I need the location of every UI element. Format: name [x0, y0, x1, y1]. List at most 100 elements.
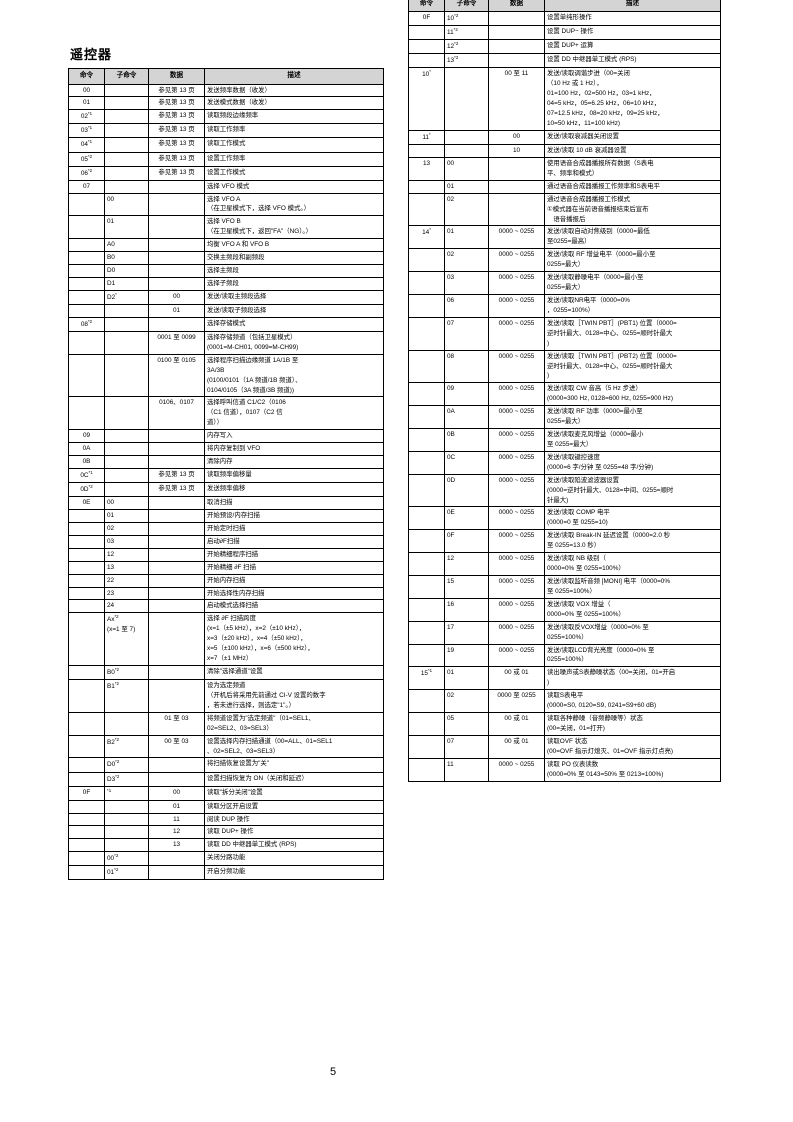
description-line: 读取"拆分关闭"设置 — [207, 788, 263, 796]
cell-command — [68, 599, 105, 614]
description-line: (0000=300 Hz, 0128=600 Hz, 0255=900 Hz) — [547, 395, 673, 403]
cell-description: 启动模式选择扫描 — [204, 599, 384, 614]
cell-command — [408, 620, 445, 645]
cell-command: 0A — [68, 442, 105, 457]
description-line: x=7（±1 MHz） — [207, 655, 253, 663]
table-row: 0001 至 0099 选择存储频道（包括卫星模式） (0001=M-CH01, 0… — [68, 330, 384, 355]
cell-command — [68, 799, 105, 814]
table-row: 01*2 开启分频功能 — [68, 865, 384, 881]
cell-data: 0000 ~ 0255 — [488, 529, 545, 554]
description-line: 读取分区开启设置 — [207, 802, 259, 810]
cell-command: 05*2 — [68, 151, 105, 167]
description-line: 将扫描恢复设置为"关" — [207, 760, 270, 768]
cell-sub-command: 22 — [104, 573, 149, 588]
cell-description: 内存写入 — [204, 429, 384, 444]
cell-command — [68, 396, 105, 431]
table-row: 0B 0000 ~ 0255 发送/读取麦克风增益（0000=最小至 0255=最大… — [408, 428, 721, 452]
cell-sub-command — [104, 442, 149, 457]
cell-command — [68, 303, 105, 318]
cell-description: 发送/读取 CW 音高（5 Hz 步进） (0000=300 Hz, 0128=6… — [544, 382, 721, 407]
cell-sub-command: 03 — [104, 534, 149, 549]
cell-sub-command — [104, 812, 149, 827]
cell-description: 读出噪声或S表静噪状态（00=关闭，01=开启) — [544, 666, 721, 691]
table-row: 0F 0000 ~ 0255 发送/读取 Break-IN 延迟设置（0000=2.… — [408, 529, 721, 554]
cell-data: 0000 ~ 0255 — [488, 349, 545, 384]
description-line: 语音播报后 — [547, 215, 586, 223]
cell-command — [68, 734, 105, 759]
cell-sub-command: 11*2 — [444, 25, 489, 41]
cell-command — [408, 734, 445, 759]
cell-command — [68, 534, 105, 549]
cell-sub-command: 12 — [104, 547, 149, 562]
cell-description: 清除"选择通道"设置 — [204, 664, 384, 681]
cell-command — [408, 529, 445, 554]
cell-command: 07 — [68, 179, 105, 194]
cell-sub-command: A0 — [104, 238, 149, 253]
cell-command — [68, 192, 105, 217]
cell-description: 选择子频段 — [204, 276, 384, 291]
table-row: D1 选择子频段 — [68, 276, 384, 291]
cell-command — [68, 330, 105, 355]
footnote-marker: *1 — [87, 139, 93, 145]
description-line: 10=50 kHz，11=100 kHz) — [547, 120, 621, 128]
cell-sub-command — [104, 109, 149, 125]
cell-data: 0000 ~ 0255 — [488, 506, 545, 531]
table-row: 08*2 选择存储模式 — [68, 316, 384, 332]
description-line: 选择主频段 — [207, 267, 239, 275]
cell-sub-command: 01 — [444, 666, 489, 691]
description-line: 设置选择内存扫描通道（00=ALL、01=SEL1 — [207, 737, 333, 745]
cell-data — [148, 429, 205, 444]
description-line: 读取 DD 中继器单工模式 (RPS) — [207, 841, 297, 849]
cell-command: 11* — [408, 129, 445, 145]
cell-sub-command — [104, 316, 149, 332]
description-line: （10 Hz 或 1 Hz）， — [547, 80, 603, 88]
table-row: 07 0000 ~ 0255 发送/读取［TWIN PBT］(PBT1) 位置（00… — [408, 316, 721, 351]
cell-sub-command — [104, 396, 149, 431]
table-row: 0106、0107 选择呼叫信道 C1/C2（0106 （C1 信道），0107（C… — [68, 396, 384, 431]
table-row: D2* 00 发送/读取主频段选择 — [68, 289, 384, 305]
cell-sub-command — [444, 67, 489, 131]
table-row: 05*2 参见第 13 页设置工作频率 — [68, 151, 384, 167]
cell-description: 发送/读取监听音频 [MONI] 电平（0000=0% 至 0255=100%） — [544, 575, 721, 599]
cell-description: 发送/读取 COMP 电平 (0000=0 至 0255=10) — [544, 506, 721, 531]
cell-command: 15*1 — [408, 666, 445, 691]
cell-command — [408, 39, 445, 55]
description-line: (0000=S0, 0120=S9, 0241=S9+60 dB) — [547, 702, 657, 710]
cell-sub-command — [104, 482, 149, 498]
cell-description: 将内存复制到 VFO — [204, 442, 384, 457]
cell-data — [148, 664, 205, 681]
cell-description: 设置工作频率 — [204, 151, 384, 167]
cell-command: 06*2 — [68, 165, 105, 181]
description-line: 发送/读取［TWIN PBT］(PBT1) 位置（0000= — [547, 319, 677, 327]
cell-sub-command: 09 — [444, 382, 489, 407]
description-line: 交换主频段和副频段 — [207, 254, 265, 262]
cell-description: 发送模式数据（收发） — [204, 96, 384, 111]
cell-data — [148, 757, 205, 773]
cell-data — [148, 251, 205, 266]
description-line: 设置 DUP+ 运算 — [547, 42, 594, 50]
cell-description: 选择 VFO B （在卫星模式下，返回"FA"（NG）。） — [204, 215, 384, 240]
cell-sub-command — [104, 123, 149, 139]
cell-command — [408, 428, 445, 452]
cell-data — [148, 192, 205, 217]
description-line: 至 0255=100%） — [547, 587, 596, 595]
cell-sub-command: 0F — [444, 529, 489, 554]
table-row: 01 参见第 13 页发送模式数据（收发） — [68, 96, 384, 111]
cell-description: 启动∂F扫描 — [204, 534, 384, 549]
cell-sub-command: 16 — [444, 597, 489, 622]
cell-sub-command: 0A — [444, 405, 489, 430]
cell-sub-command — [104, 83, 149, 98]
description-line: 通过语音合成器播报工作频率和S表电平 — [547, 182, 660, 190]
cell-command: 0F — [68, 785, 105, 801]
table-row: 0F *1 00 读取"拆分关闭"设置 — [68, 785, 384, 801]
description-line: (0100/0101（1A 频道/1B 频道）、 — [207, 376, 302, 384]
table-row: B2*2 00 至 03 设置选择内存扫描通道（00=ALL、01=SEL1 、02=… — [68, 734, 384, 759]
description-line: 发送频率数据（收发） — [207, 86, 271, 94]
cell-command — [408, 712, 445, 736]
cell-description: 发送/读取 Break-IN 延迟设置（0000=2.0 秒至 0255=13.… — [544, 529, 721, 554]
cell-data — [148, 547, 205, 562]
cell-data — [148, 238, 205, 253]
cell-command — [68, 851, 105, 867]
cell-description: 发送/读取NR电平（0000=0% ，0255=100%） — [544, 293, 721, 318]
